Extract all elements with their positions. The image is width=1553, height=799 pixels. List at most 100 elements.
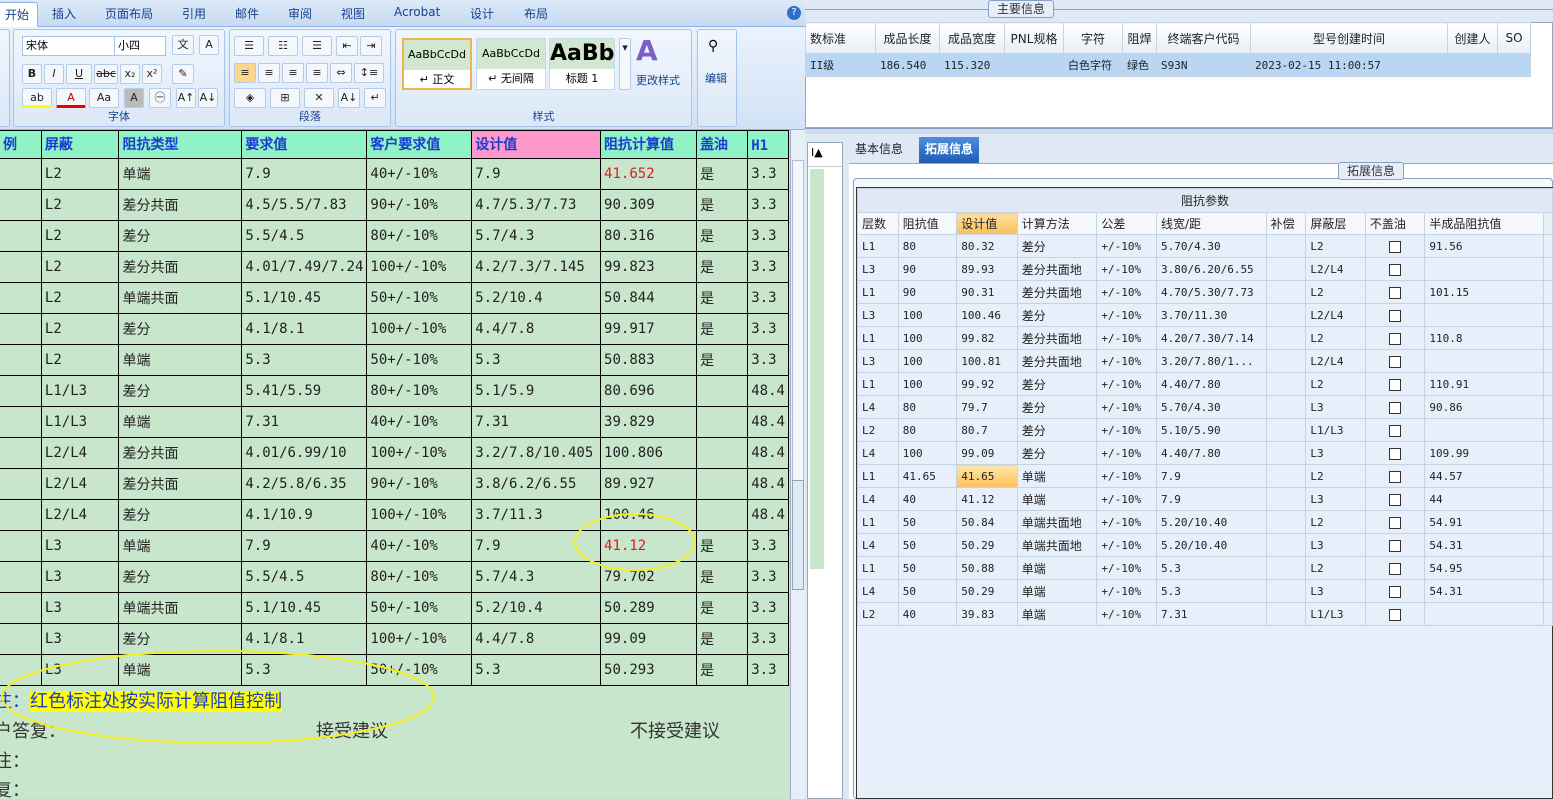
table-cell[interactable]: L2 (40, 158, 120, 190)
grid-cell[interactable] (1265, 349, 1307, 373)
justify-icon[interactable]: ≡ (306, 63, 328, 83)
grid-row[interactable]: L1 100 99.92 差分 +/-10% 4.40/7.80 L2 110.91 (857, 372, 1553, 396)
no-oil-checkbox[interactable] (1389, 401, 1402, 414)
grid-cell[interactable]: +/-10% (1096, 464, 1157, 488)
grid-cell[interactable]: 100 (897, 326, 958, 350)
table-cell[interactable] (0, 344, 42, 376)
grid-cell[interactable]: 3.80/6.20/6.55 (1155, 257, 1267, 281)
table-cell[interactable]: 3.3 (747, 313, 789, 345)
grid-cell[interactable]: 40 (897, 602, 958, 626)
table-cell[interactable]: 41.652 (600, 158, 698, 190)
table-cell[interactable]: 5.1/10.45 (241, 592, 368, 624)
table-cell[interactable]: 48.4 (747, 406, 789, 438)
change-styles-icon[interactable]: A (636, 34, 658, 67)
grid-row[interactable]: L1 50 50.84 单端共面地 +/-10% 5.20/10.40 L2 54.91 (857, 510, 1553, 534)
table-cell[interactable]: 100.806 (600, 437, 698, 469)
grid-row[interactable]: L1 90 90.31 差分共面地 +/-10% 4.70/5.30/7.73 L2 101.… (857, 280, 1553, 304)
grid-cell[interactable]: 单端 (1016, 602, 1098, 626)
grid-cell[interactable]: +/-10% (1096, 556, 1157, 580)
table-cell[interactable]: 3.3 (747, 158, 789, 190)
grid-cell[interactable]: 80.32 (956, 234, 1018, 258)
grid-cell[interactable]: 100.46 (956, 303, 1018, 327)
grid-cell[interactable]: 4.40/7.80 (1155, 372, 1267, 396)
no-oil-checkbox[interactable] (1389, 263, 1402, 276)
grid-cell[interactable]: L3 (1305, 395, 1366, 419)
table-cell[interactable]: 90+/-10% (366, 468, 473, 500)
grid-row[interactable]: L2 80 80.7 差分 +/-10% 5.10/5.90 L1/L3 (857, 418, 1553, 442)
grid-cell[interactable]: 91.56 (1424, 234, 1544, 258)
grid-cell[interactable]: 4.20/7.30/7.14 (1155, 326, 1267, 350)
grid-cell[interactable]: L1 (857, 372, 899, 396)
grid-cell[interactable]: +/-10% (1096, 418, 1157, 442)
grid-cell[interactable] (1265, 602, 1307, 626)
grid-cell[interactable]: 44.57 (1424, 464, 1544, 488)
grid-cell[interactable]: 50 (897, 533, 958, 557)
no-oil-checkbox[interactable] (1389, 378, 1402, 391)
table-cell[interactable]: 5.5/4.5 (241, 561, 368, 593)
grid-cell[interactable]: +/-10% (1096, 395, 1157, 419)
no-oil-checkbox[interactable] (1389, 539, 1402, 552)
change-styles-label[interactable]: 更改样式 (636, 74, 680, 87)
table-cell[interactable]: 5.3 (471, 344, 602, 376)
column-header[interactable]: 数标准 (805, 22, 876, 54)
grid-cell[interactable]: 单端 (1016, 487, 1098, 511)
table-cell[interactable]: 3.3 (747, 592, 789, 624)
column-header[interactable]: 设计值 (956, 212, 1018, 235)
borders-icon[interactable]: ⊞ (270, 88, 300, 108)
phonetic-guide-icon[interactable]: 文 (172, 35, 194, 55)
char-shading-icon[interactable]: A (124, 88, 144, 108)
grid-cell[interactable]: L1 (857, 234, 899, 258)
grid-cell[interactable]: +/-10% (1096, 349, 1157, 373)
grid-cell[interactable] (1265, 556, 1307, 580)
table-cell[interactable]: 3.3 (747, 530, 789, 562)
grid-row[interactable]: L4 50 50.29 单端共面地 +/-10% 5.20/10.40 L3 54.31 (857, 533, 1553, 557)
grid-cell[interactable]: 50.84 (956, 510, 1018, 534)
tab-view[interactable]: 视图 (341, 7, 366, 21)
grid-cell[interactable]: +/-10% (1096, 602, 1157, 626)
grid-cell[interactable]: 101.15 (1424, 280, 1544, 304)
grid-cell[interactable]: 50.29 (956, 579, 1018, 603)
grid-cell[interactable] (1424, 257, 1544, 281)
grid-cell[interactable]: L4 (857, 487, 899, 511)
strikethrough-icon[interactable]: abc (94, 64, 118, 84)
grid-cell[interactable]: 100 (897, 349, 958, 373)
table-cell[interactable]: 48.4 (747, 468, 789, 500)
table-cell[interactable]: 7.9 (241, 530, 368, 562)
grid-cell[interactable]: 50.29 (956, 533, 1018, 557)
grid-cell[interactable] (1004, 53, 1064, 77)
tab-design[interactable]: 设计 (470, 7, 495, 21)
grid-cell[interactable]: L2/L4 (1305, 349, 1366, 373)
grid-cell[interactable]: 54.31 (1424, 579, 1544, 603)
table-cell[interactable]: 是 (696, 530, 749, 562)
table-cell[interactable] (696, 499, 749, 531)
tab-references[interactable]: 引用 (182, 7, 207, 21)
table-cell[interactable]: 40+/-10% (366, 158, 473, 190)
grid-cell[interactable]: +/-10% (1096, 533, 1157, 557)
grid-cell[interactable]: L3 (1305, 487, 1366, 511)
grid-cell[interactable]: 115.320 (939, 53, 1005, 77)
grid-cell[interactable]: L1 (857, 326, 899, 350)
grid-row[interactable]: L3 90 89.93 差分共面地 +/-10% 3.80/6.20/6.55 L2/L4 (857, 257, 1553, 281)
table-cell[interactable]: 4.7/5.3/7.73 (471, 189, 602, 221)
table-cell[interactable]: 3.8/6.2/6.55 (471, 468, 602, 500)
table-cell[interactable]: 80.696 (600, 375, 698, 407)
table-cell[interactable]: 是 (696, 251, 749, 283)
table-cell[interactable]: 41.12 (600, 530, 698, 562)
grid-cell[interactable]: L2 (857, 418, 899, 442)
grid-cell[interactable]: L1 (857, 510, 899, 534)
grid-cell[interactable]: L3 (1305, 579, 1366, 603)
grid-cell[interactable]: L2 (1305, 372, 1366, 396)
table-cell[interactable]: 100+/-10% (366, 623, 473, 655)
grid-cell[interactable]: 差分共面地 (1016, 257, 1098, 281)
font-size-select[interactable]: 小四 (114, 36, 166, 56)
clear-format-icon[interactable]: ✎ (172, 64, 194, 84)
grid-cell[interactable] (1265, 395, 1307, 419)
table-cell[interactable]: 是 (696, 623, 749, 655)
table-cell[interactable]: 5.5/4.5 (241, 220, 368, 252)
grid-cell[interactable] (1265, 234, 1307, 258)
grid-cell[interactable]: 差分 (1016, 441, 1098, 465)
column-header[interactable]: PNL规格 (1004, 22, 1064, 54)
grid-cell[interactable]: L4 (857, 441, 899, 465)
highlight-icon[interactable]: ab (22, 88, 52, 108)
grid-cell[interactable]: 41.65 (897, 464, 958, 488)
